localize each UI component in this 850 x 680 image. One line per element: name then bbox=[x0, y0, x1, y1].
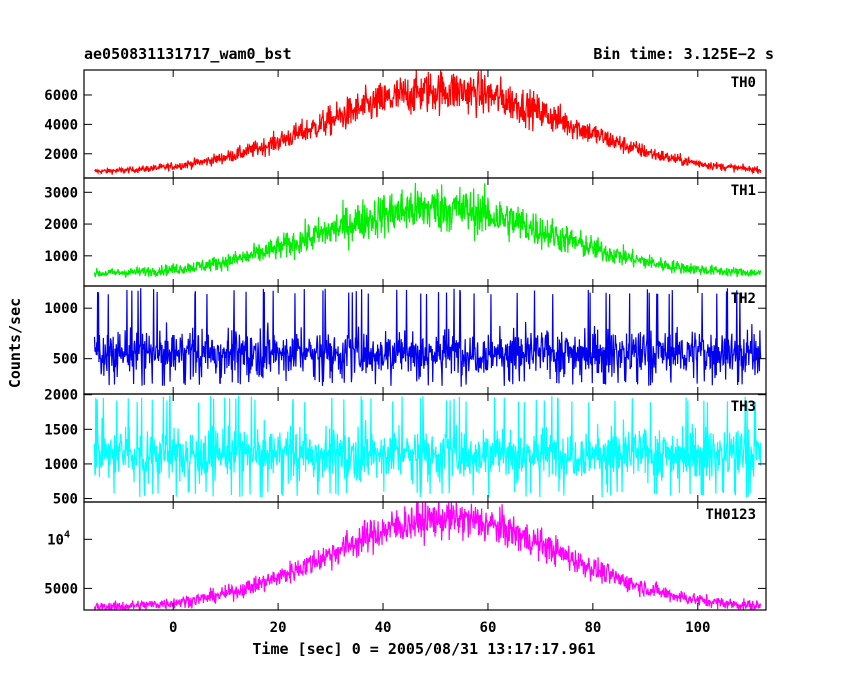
series-th2 bbox=[93, 288, 762, 387]
panel-label: TH2 bbox=[731, 291, 756, 307]
x-tick-label: 100 bbox=[685, 620, 710, 636]
panel-th2: 500 1000 TH2 bbox=[44, 285, 767, 395]
panel-frame bbox=[83, 501, 767, 611]
x-axis-title: Time [sec] 0 = 2005/08/31 13:17:17.961 bbox=[252, 640, 595, 658]
y-tick-label: 104 bbox=[47, 529, 70, 548]
x-tick-label: 40 bbox=[375, 620, 392, 636]
y-tick-label: 1500 bbox=[44, 422, 78, 438]
chart-title: ae050831131717_wam0_bst bbox=[84, 45, 292, 63]
panel-th1: 1000 2000 3000 TH1 bbox=[44, 177, 767, 287]
panel-label: TH0123 bbox=[705, 507, 756, 523]
panel-th0: 2000 4000 6000 TH0 bbox=[44, 69, 767, 179]
y-tick-label: 1000 bbox=[44, 249, 78, 265]
y-tick-label: 5000 bbox=[44, 581, 78, 597]
series-th1 bbox=[93, 182, 762, 278]
x-tick-label: 20 bbox=[270, 620, 287, 636]
panel-label: TH0 bbox=[731, 75, 756, 91]
bin-time-label: Bin time: 3.125E−2 s bbox=[593, 45, 774, 63]
y-tick-label: 1000 bbox=[44, 301, 78, 317]
panel-frame bbox=[83, 285, 767, 395]
x-tick-label: 80 bbox=[584, 620, 601, 636]
y-tick-label: 2000 bbox=[44, 217, 78, 233]
series-th3 bbox=[93, 395, 762, 498]
y-tick-label: 4000 bbox=[44, 117, 78, 133]
y-tick-label: 3000 bbox=[44, 185, 78, 201]
y-tick-label: 1000 bbox=[44, 457, 78, 473]
y-tick-label: 6000 bbox=[44, 88, 78, 104]
y-tick-label: 2000 bbox=[44, 388, 78, 404]
panel-th3: 500 1000 1500 2000 TH3 bbox=[44, 388, 767, 508]
panel-label: TH3 bbox=[731, 399, 756, 415]
x-tick-label: 60 bbox=[480, 620, 497, 636]
y-tick-exponent: 4 bbox=[64, 529, 70, 540]
y-tick-label: 500 bbox=[53, 352, 78, 368]
y-axis-title: Counts/sec bbox=[6, 298, 24, 388]
y-tick-label: 2000 bbox=[44, 147, 78, 163]
series-th0 bbox=[94, 70, 762, 176]
panel-label: TH1 bbox=[731, 183, 756, 199]
x-tick-label: 0 bbox=[169, 620, 177, 636]
series-th0123 bbox=[93, 502, 762, 610]
panel-th0123: 5000 104 TH0123 0 20 40 60 80 100 bbox=[44, 501, 767, 636]
y-tick-label: 500 bbox=[53, 492, 78, 508]
